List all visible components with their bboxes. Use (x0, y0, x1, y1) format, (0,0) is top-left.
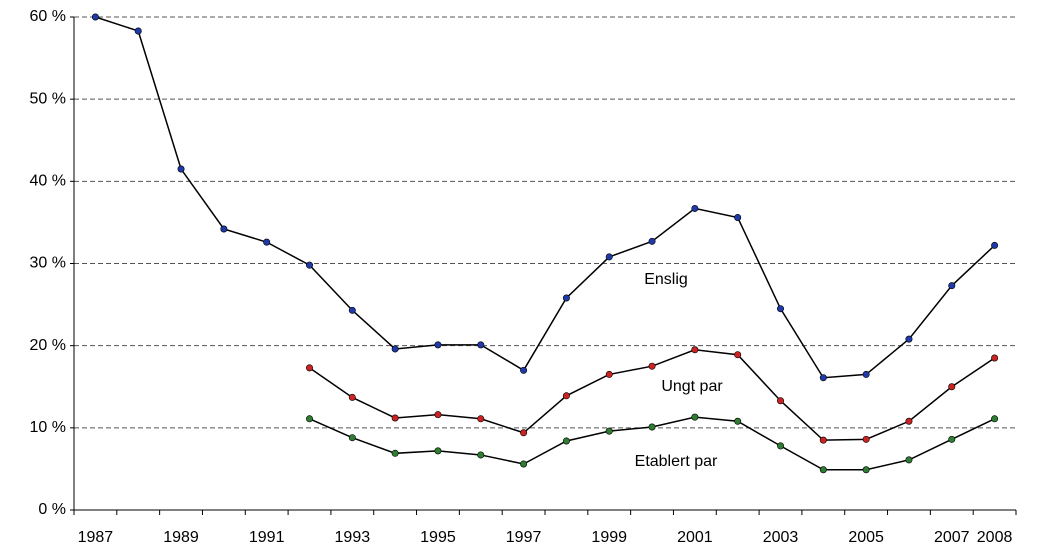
y-tick-label: 40 % (30, 173, 66, 190)
data-point (948, 383, 956, 391)
data-point (648, 237, 656, 245)
data-point (562, 294, 570, 302)
data-point (305, 261, 313, 269)
y-tick-label: 60 % (30, 8, 66, 25)
data-point (648, 423, 656, 431)
series-label: Enslig (644, 271, 688, 288)
data-point (691, 346, 699, 354)
data-point (134, 27, 142, 35)
data-point (734, 213, 742, 221)
data-point (91, 13, 99, 21)
data-point (648, 362, 656, 370)
data-point (605, 427, 613, 435)
x-tick-label: 2001 (677, 529, 713, 546)
data-point (991, 415, 999, 423)
data-point (348, 393, 356, 401)
data-point (605, 253, 613, 261)
y-tick-label: 20 % (30, 337, 66, 354)
data-point (905, 335, 913, 343)
data-point (263, 238, 271, 246)
data-point (819, 374, 827, 382)
data-point (434, 447, 442, 455)
data-point (776, 305, 784, 313)
data-point (691, 204, 699, 212)
data-point (948, 282, 956, 290)
data-point (391, 449, 399, 457)
data-point (562, 437, 570, 445)
x-tick-label: 2007 (934, 529, 970, 546)
data-point (477, 451, 485, 459)
data-point (562, 392, 570, 400)
x-tick-label: 1987 (78, 529, 114, 546)
data-point (434, 341, 442, 349)
data-point (520, 366, 528, 374)
y-tick-label: 50 % (30, 90, 66, 107)
data-point (991, 354, 999, 362)
y-tick-label: 10 % (30, 419, 66, 436)
x-tick-label: 2003 (763, 529, 799, 546)
data-point (477, 341, 485, 349)
data-point (734, 417, 742, 425)
data-point (819, 466, 827, 474)
x-tick-label: 2008 (977, 529, 1013, 546)
data-point (905, 456, 913, 464)
data-point (862, 370, 870, 378)
y-tick-label: 30 % (30, 255, 66, 272)
data-point (991, 241, 999, 249)
x-tick-label: 1999 (591, 529, 627, 546)
data-point (776, 397, 784, 405)
data-point (776, 442, 784, 450)
data-point (477, 415, 485, 423)
x-tick-label: 1995 (420, 529, 456, 546)
data-point (691, 413, 699, 421)
data-point (819, 436, 827, 444)
data-point (305, 415, 313, 423)
data-point (391, 345, 399, 353)
x-tick-label: 1989 (163, 529, 199, 546)
data-point (520, 460, 528, 468)
data-point (391, 414, 399, 422)
x-tick-label: 1991 (249, 529, 285, 546)
series-label: Ungt par (661, 378, 723, 395)
data-point (862, 435, 870, 443)
data-point (434, 411, 442, 419)
data-point (905, 417, 913, 425)
data-point (177, 165, 185, 173)
data-point (605, 370, 613, 378)
series-line (95, 16, 996, 379)
data-point (734, 351, 742, 359)
data-point (220, 225, 228, 233)
data-point (862, 466, 870, 474)
data-point (348, 434, 356, 442)
x-tick-label: 2005 (848, 529, 884, 546)
series-label: Etablert par (635, 453, 718, 470)
data-point (305, 364, 313, 372)
data-point (520, 429, 528, 437)
y-tick-label: 0 % (38, 501, 66, 518)
x-tick-label: 1997 (506, 529, 542, 546)
x-tick-label: 1993 (335, 529, 371, 546)
data-point (948, 435, 956, 443)
data-point (348, 306, 356, 314)
